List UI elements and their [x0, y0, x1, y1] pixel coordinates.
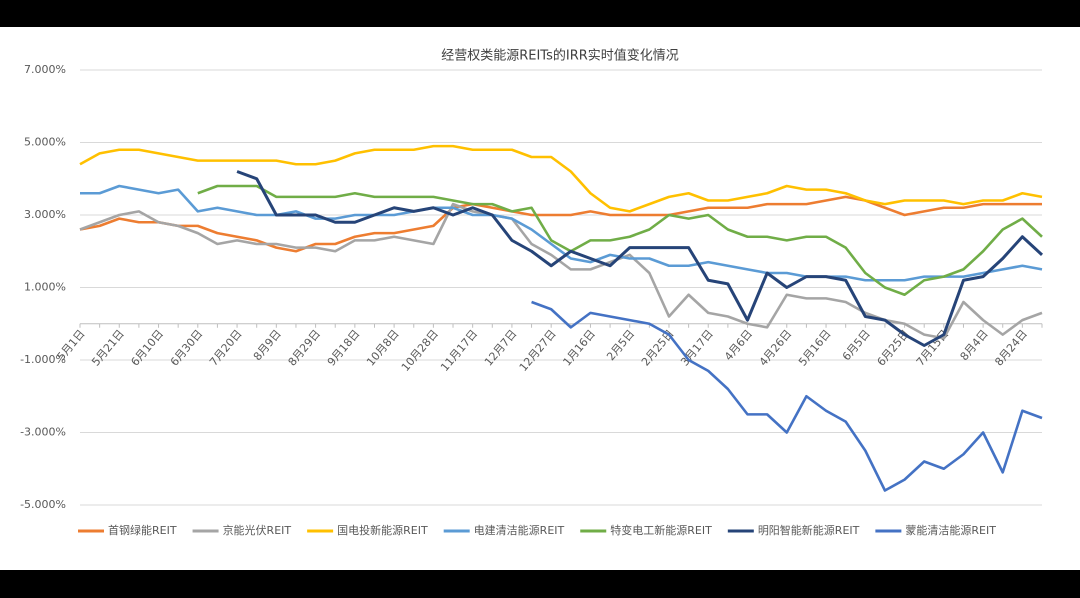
series-line	[531, 300, 1043, 492]
legend-label: 特变电工新能源REIT	[610, 523, 712, 537]
y-tick-label: 1.000%	[24, 281, 66, 294]
y-tick-label: 3.000%	[24, 208, 66, 221]
chart-title: 经营权类能源REITs的IRR实时值变化情况	[441, 48, 679, 64]
legend-label: 电建清洁能源REIT	[474, 523, 565, 537]
y-tick-label: -5.000%	[20, 498, 66, 511]
legend-label: 首钢绿能REIT	[108, 523, 177, 537]
series-line	[79, 195, 1042, 253]
series-line	[79, 144, 1043, 213]
y-tick-label: 7.000%	[24, 63, 66, 76]
series-line	[80, 184, 1043, 282]
legend-label: 明阳智能新能源REIT	[758, 523, 860, 537]
series-line	[236, 170, 1044, 347]
series-line	[197, 184, 1043, 297]
legend-label: 蒙能清洁能源REIT	[905, 523, 996, 537]
y-tick-label: 5.000%	[24, 136, 66, 149]
y-tick-label: -3.000%	[20, 426, 66, 439]
legend-label: 国电投新能源REIT	[337, 523, 428, 537]
legend-label: 京能光伏REIT	[223, 523, 292, 537]
chart-area	[0, 27, 1080, 570]
y-tick-label: -1.000%	[20, 353, 66, 366]
